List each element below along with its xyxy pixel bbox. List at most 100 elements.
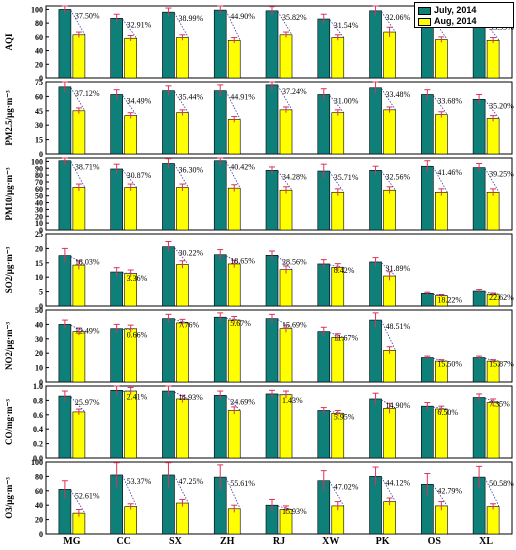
bar-july-cc	[110, 390, 123, 459]
bar-july-pk	[369, 10, 382, 79]
bar-aug-mg	[72, 411, 86, 459]
bar-aug-pk	[383, 189, 396, 231]
change-connector	[329, 19, 345, 38]
percent-label-sx: 35.44%	[178, 93, 203, 102]
bar-july-xl	[472, 167, 486, 231]
percent-label-rj: 37.24%	[282, 87, 307, 96]
bar-aug-cc	[124, 115, 137, 155]
y-tick-label: 0.4	[33, 425, 43, 434]
y-tick-label: 1.0	[33, 382, 43, 391]
x-tick-label-zh: ZH	[220, 536, 235, 547]
y-tick-label: 80	[35, 472, 43, 481]
percent-label-zh: 18.65%	[230, 257, 255, 266]
x-tick-label-pk: PK	[376, 536, 390, 547]
panel-frame	[45, 157, 513, 231]
bar-aug-zh	[227, 187, 241, 231]
panel-frame	[45, 461, 513, 535]
change-connector	[225, 91, 241, 120]
change-connector	[70, 161, 86, 188]
percent-label-os: 42.79%	[437, 486, 462, 495]
y-tick-label: 0.2	[33, 440, 43, 449]
bar-july-os	[421, 165, 434, 231]
bar-aug-sx	[176, 398, 189, 459]
bar-aug-xl	[486, 506, 500, 535]
bar-aug-sx	[176, 187, 189, 231]
percent-label-rj: 34.28%	[282, 172, 307, 181]
change-connector	[70, 325, 86, 332]
percent-label-cc: 32.91%	[127, 20, 152, 29]
x-tick-label-mg: MG	[63, 536, 80, 547]
change-connector	[277, 11, 293, 36]
bar-aug-zh	[227, 39, 241, 79]
panel-frame	[45, 385, 513, 459]
bar-aug-pk	[383, 501, 396, 535]
percent-label-zh: 55.61%	[230, 479, 255, 488]
change-connector	[174, 164, 189, 188]
percent-label-pk: 14.90%	[386, 401, 411, 410]
y-axis-title: PM10/μg·m⁻³	[4, 167, 14, 220]
y-tick-label: 40	[35, 501, 43, 510]
percent-label-pk: 48.51%	[386, 322, 411, 331]
change-connector	[174, 475, 189, 504]
percent-label-xw: 35.71%	[334, 173, 359, 182]
panel-6: 0 20 40 60 80 100 O3/μg·m⁻³ 52.61% 53.37% 47.25% 5…	[4, 458, 514, 539]
change-connector	[225, 10, 241, 41]
y-tick-label: 100	[31, 157, 43, 166]
y-tick-label: 0.6	[33, 411, 43, 420]
y-tick-label: 20	[35, 516, 43, 525]
bar-july-cc	[110, 271, 123, 307]
change-connector	[70, 490, 86, 514]
percent-label-rj: 1.43%	[282, 396, 303, 405]
bar-aug-rj	[279, 109, 293, 155]
bar-aug-cc	[124, 187, 137, 231]
bar-july-pk	[369, 261, 382, 307]
bar-aug-pk	[383, 31, 396, 79]
percent-label-zh: 24.69%	[230, 397, 255, 406]
bar-july-sx	[162, 246, 175, 307]
bar-aug-xw	[331, 37, 345, 79]
y-tick-label: 20	[35, 212, 43, 221]
bar-aug-pk	[383, 350, 396, 383]
change-connector	[122, 19, 137, 39]
change-connector	[485, 358, 500, 362]
bar-aug-xw	[331, 112, 345, 155]
percent-label-zh: 40.42%	[230, 163, 255, 172]
y-tick-label: 60	[35, 92, 43, 101]
bar-july-mg	[58, 324, 72, 383]
legend-swatch-aug	[418, 17, 431, 26]
bar-aug-mg	[72, 331, 86, 383]
y-tick-label: 30	[35, 121, 43, 130]
bar-july-pk	[369, 319, 382, 383]
legend: July, 2014 Aug, 2014	[414, 2, 514, 28]
panel-0: 0 20 40 60 80 100 AQI 37.50% 32.91% 38.99% 44.90% 3…	[4, 5, 514, 83]
panel-frame	[45, 233, 513, 307]
y-tick-label: 40	[35, 320, 43, 329]
y-tick-label: 40	[35, 47, 43, 56]
y-tick-label: 80	[35, 19, 43, 28]
y-tick-label: 75	[35, 78, 43, 87]
percent-label-sx: 38.99%	[178, 14, 203, 23]
change-connector	[70, 87, 86, 112]
bar-aug-os	[435, 39, 448, 79]
bar-july-xw	[317, 94, 331, 155]
change-connector	[329, 411, 344, 414]
y-tick-label: 30	[35, 205, 43, 214]
y-tick-label: 20	[35, 244, 43, 253]
change-connector	[174, 391, 189, 400]
bar-july-sx	[162, 163, 175, 231]
percent-label-cc: 0.66%	[127, 331, 148, 340]
y-axis-title: CO/mg·m⁻³	[4, 399, 14, 445]
bar-aug-xl	[486, 191, 500, 231]
change-connector	[381, 11, 396, 33]
x-tick-label-cc: CC	[116, 536, 130, 547]
bar-aug-cc	[124, 37, 137, 79]
bar-aug-zh	[227, 508, 241, 535]
bar-july-xl	[472, 397, 486, 459]
change-connector	[329, 332, 344, 338]
change-connector	[122, 169, 137, 188]
change-connector	[381, 262, 396, 277]
percent-label-pk: 32.06%	[386, 13, 411, 22]
bar-aug-rj	[279, 34, 293, 79]
bar-aug-mg	[72, 187, 86, 231]
bar-aug-sx	[176, 502, 189, 535]
